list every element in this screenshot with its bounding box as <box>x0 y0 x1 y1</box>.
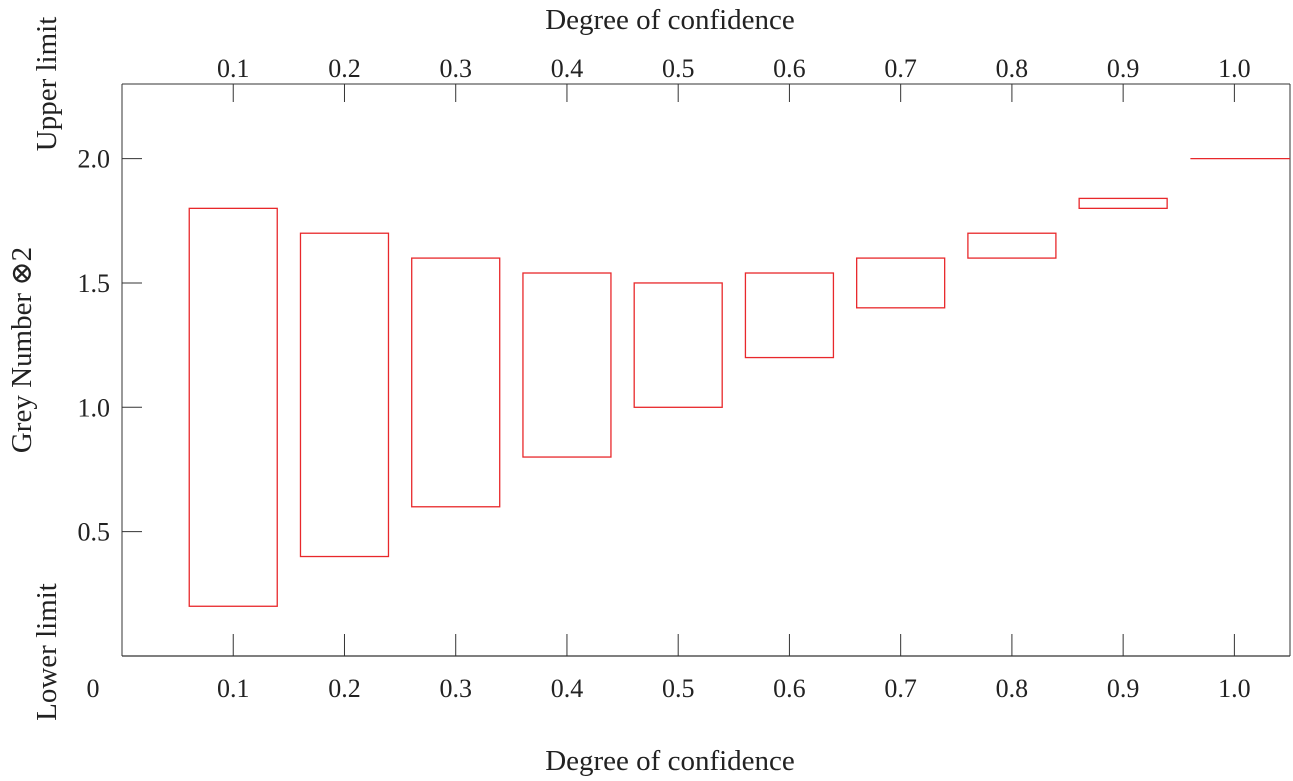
interval-box-0.2 <box>299 232 390 558</box>
bottom-tick-label-0.5: 0.5 <box>662 674 695 703</box>
top-tick-label-0.2: 0.2 <box>328 54 361 83</box>
upper-limit-label: Upper limit <box>31 17 63 152</box>
tick-labels: 0.1 0.1 0.2 0.2 0.3 0.3 0.4 0.4 0.5 0.5 0.6 0.6 0.7 0… <box>78 54 1251 703</box>
bottom-tick-label-0.8: 0.8 <box>996 674 1029 703</box>
y-tick-label-0.5: 0.5 <box>78 518 111 547</box>
origin-label: 0 <box>87 674 100 703</box>
bottom-tick-label-1.0: 1.0 <box>1218 674 1251 703</box>
top-tick-label-0.4: 0.4 <box>551 54 584 83</box>
y-tick-label-2.0: 2.0 <box>78 145 111 174</box>
y-tick-label-1.0: 1.0 <box>78 393 111 422</box>
bottom-tick-label-0.2: 0.2 <box>328 674 361 703</box>
y-axis-title: Grey Number ⊗2 <box>6 247 38 453</box>
lower-limit-label: Lower limit <box>31 583 63 721</box>
bottom-tick-label-0.7: 0.7 <box>884 674 917 703</box>
top-axis-title: Degree of confidence <box>545 4 795 36</box>
interval-box-0.7 <box>856 257 946 309</box>
y-tick-label-1.5: 1.5 <box>78 269 111 298</box>
interval-box-0.8 <box>967 232 1057 259</box>
interval-box-0.9 <box>1078 197 1168 209</box>
axes-frame <box>121 83 1291 657</box>
bottom-axis-title: Degree of confidence <box>545 745 795 777</box>
top-tick-label-0.8: 0.8 <box>996 54 1029 83</box>
interval-box-0.4 <box>522 272 612 458</box>
tick-marks <box>122 84 1235 656</box>
bottom-tick-label-0.1: 0.1 <box>217 674 250 703</box>
interval-boxes <box>188 157 1290 607</box>
top-tick-label-0.3: 0.3 <box>439 54 472 83</box>
interval-box-0.5 <box>633 282 723 408</box>
top-tick-label-0.6: 0.6 <box>773 54 806 83</box>
top-tick-label-1.0: 1.0 <box>1218 54 1251 83</box>
bottom-tick-label-0.9: 0.9 <box>1107 674 1140 703</box>
top-tick-label-0.7: 0.7 <box>884 54 917 83</box>
top-tick-label-0.1: 0.1 <box>217 54 250 83</box>
bottom-tick-label-0.6: 0.6 <box>773 674 806 703</box>
interval-box-0.1 <box>188 207 278 607</box>
interval-box-0.3 <box>411 257 501 508</box>
top-tick-label-0.9: 0.9 <box>1107 54 1140 83</box>
top-tick-label-0.5: 0.5 <box>662 54 695 83</box>
interval-box-0.6 <box>744 272 835 359</box>
bottom-tick-label-0.4: 0.4 <box>551 674 584 703</box>
bottom-tick-label-0.3: 0.3 <box>439 674 472 703</box>
